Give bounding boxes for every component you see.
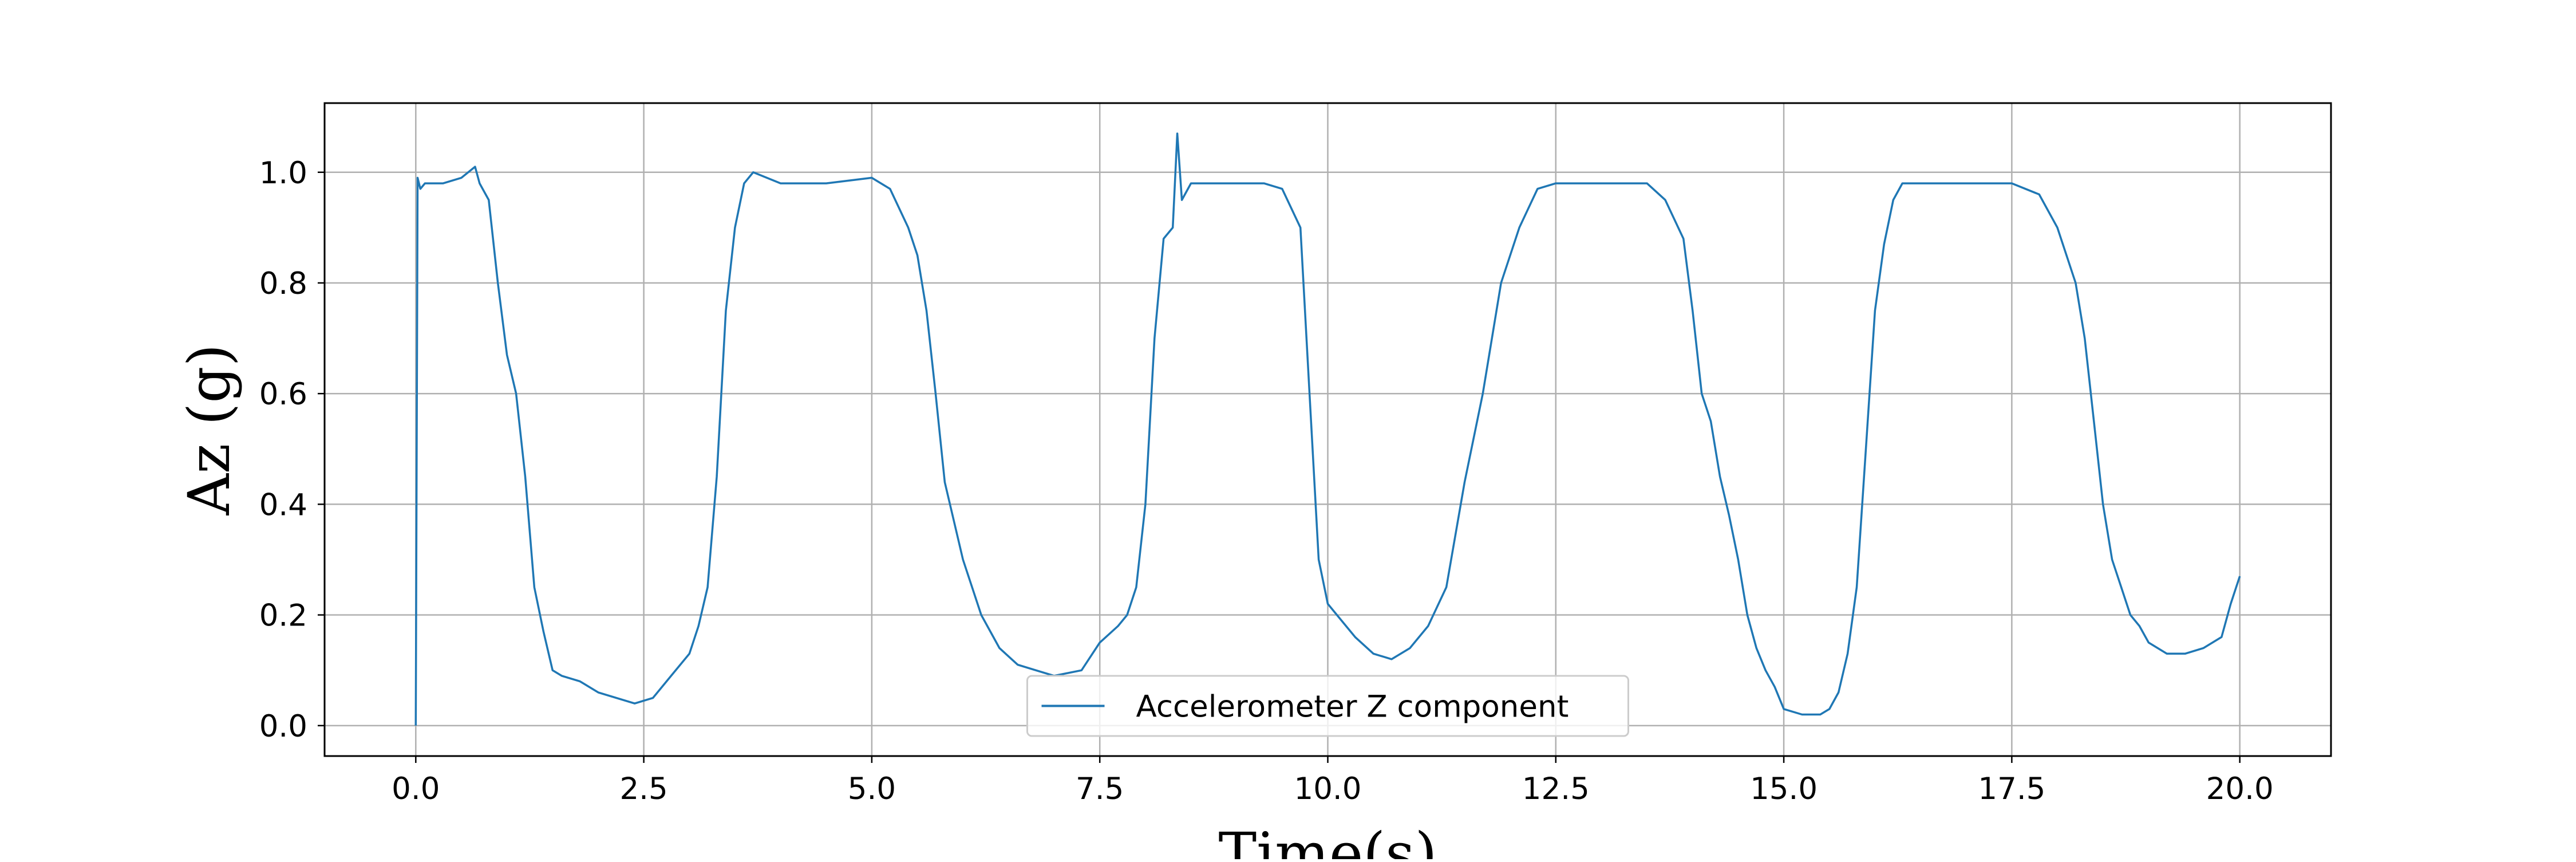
axis-ticks: 0.0 2.5 5.0 7.5 10.0 12.5 15.0 17.5 20.0 0.0 0.2 0.… xyxy=(259,156,2274,806)
x-tick-label: 7.5 xyxy=(1076,772,1124,806)
x-tick-label: 15.0 xyxy=(1750,772,1818,806)
y-tick-label: 1.0 xyxy=(259,156,307,191)
y-axis-title: Az (g) xyxy=(176,344,243,516)
x-axis-title: Time(s) xyxy=(1218,820,1437,859)
series-layer xyxy=(414,132,2241,726)
legend: Accelerometer Z component xyxy=(1026,675,1629,737)
x-tick-label: 0.0 xyxy=(392,772,440,806)
y-tick-label: 0.8 xyxy=(259,266,307,301)
x-tick-label: 10.0 xyxy=(1294,772,1361,806)
y-tick-label: 0.6 xyxy=(259,377,307,412)
y-tick-label: 0.0 xyxy=(259,709,307,744)
x-tick-label: 5.0 xyxy=(848,772,896,806)
x-tick-label: 2.5 xyxy=(619,772,667,806)
x-tick-label: 20.0 xyxy=(2206,772,2274,806)
series-line xyxy=(414,132,2241,726)
y-tick-label: 0.2 xyxy=(259,599,307,633)
y-tick-label: 0.4 xyxy=(259,487,307,522)
x-tick-label: 17.5 xyxy=(1978,772,2045,806)
legend-label: Accelerometer Z component xyxy=(1136,690,1569,725)
x-tick-label: 12.5 xyxy=(1522,772,1590,806)
legend-box xyxy=(1026,675,1629,737)
